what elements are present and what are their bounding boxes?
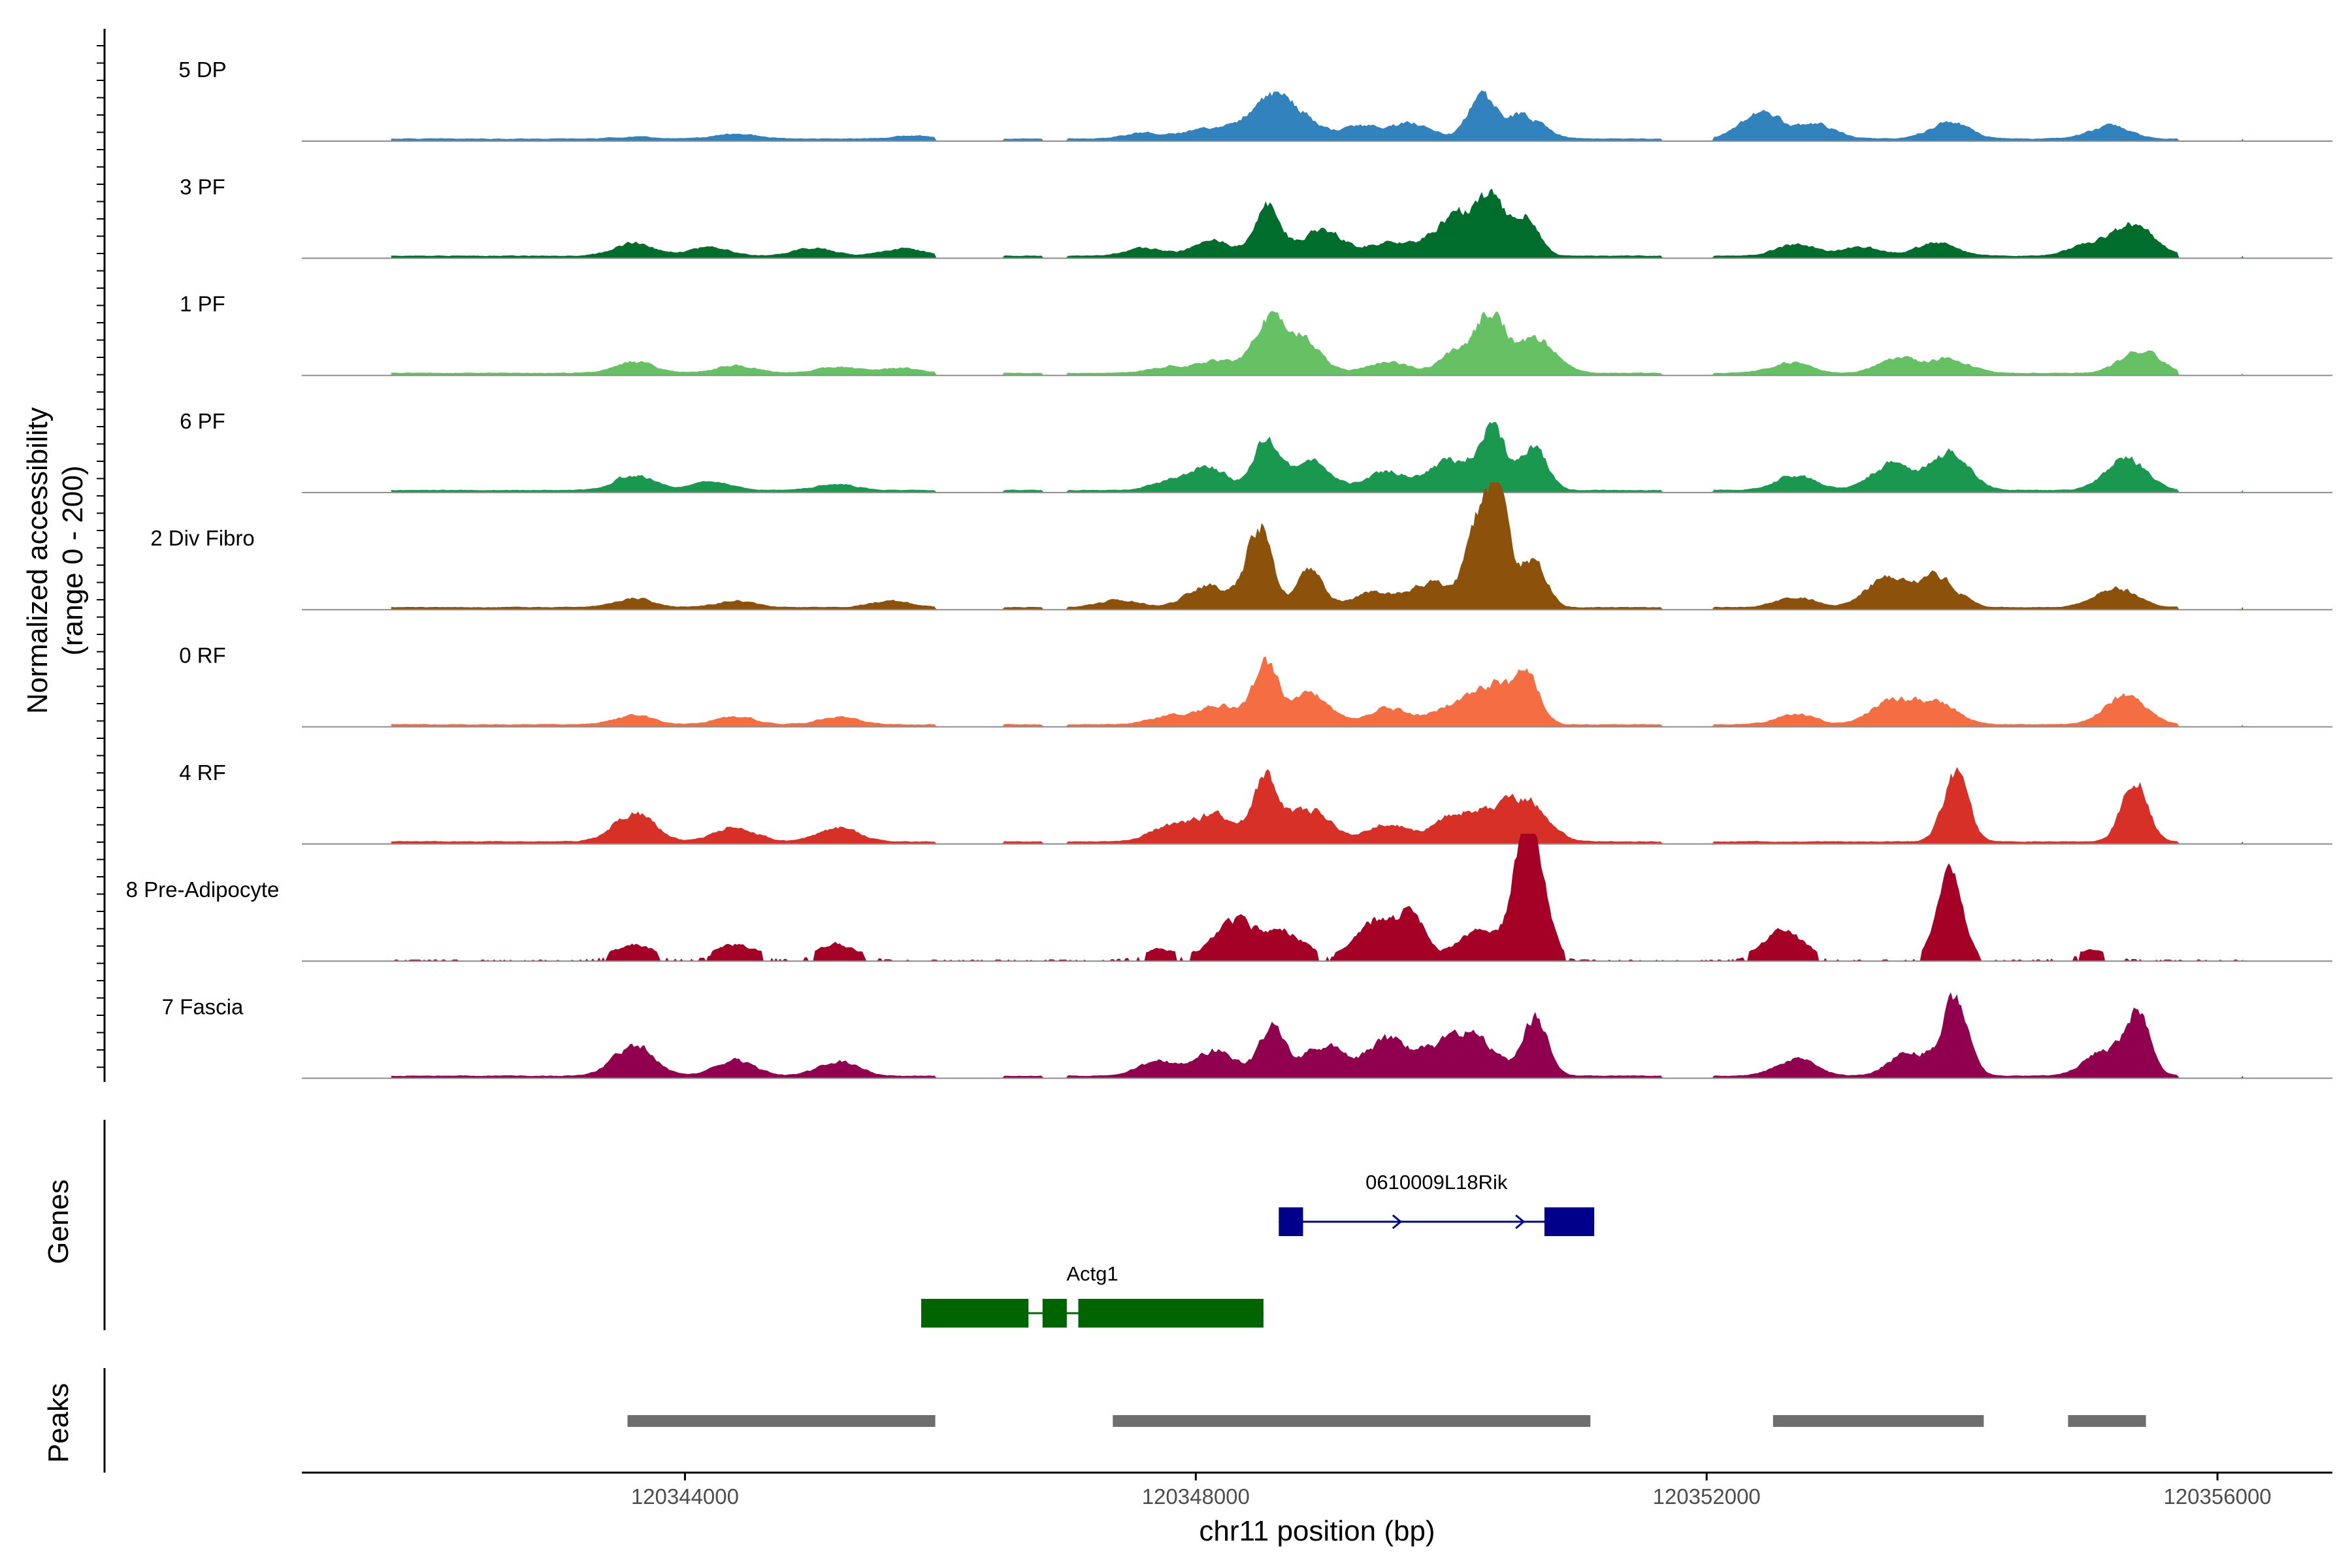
gene-exon [1279, 1207, 1303, 1236]
gene-track: Genes 0610009L18Rik Actg1 [42, 1171, 1595, 1328]
coverage-area [391, 766, 2244, 844]
coverage-area [391, 656, 2244, 727]
coverage-area [391, 834, 2244, 962]
track-label: 7 Fascia [162, 994, 244, 1019]
track-0-rf: 0 RF [179, 644, 2332, 728]
gene-exon [1078, 1299, 1264, 1328]
track-7-fascia: 7 Fascia [162, 992, 2332, 1079]
x-axis: chr11 position (bp) 120344000 120348000 12… [302, 1471, 2332, 1547]
gene-name-label: 0610009L18Rik [1365, 1171, 1508, 1194]
gene-exon [921, 1299, 1029, 1328]
peaks-track-label: Peaks [42, 1383, 74, 1463]
gene-model-0610009l18rik: 0610009L18Rik [1279, 1171, 1595, 1236]
gene-model-actg1: Actg1 [921, 1262, 1264, 1328]
genes-track-label: Genes [42, 1179, 74, 1264]
x-axis-title: chr11 position (bp) [1199, 1515, 1435, 1547]
track-6-pf: 6 PF [180, 409, 2332, 493]
peak-region-bar [627, 1415, 936, 1427]
x-tick-label: 120352000 [1653, 1484, 1761, 1509]
track-2-div-fibro: 2 Div Fibro [150, 482, 2332, 611]
x-tick-label: 120344000 [631, 1484, 739, 1509]
coverage-tracks: 5 DP 3 PF 1 PF 6 PF 2 Div Fibro 0 RF 4 RF 8 Pre… [126, 57, 2332, 1079]
gene-exon [1042, 1299, 1067, 1328]
track-4-rf: 4 RF [179, 760, 2332, 845]
coverage-area [391, 421, 2244, 493]
gene-exon [1544, 1207, 1595, 1236]
track-label: 6 PF [180, 409, 225, 433]
track-label: 5 DP [178, 57, 226, 82]
track-1-pf: 1 PF [180, 292, 2332, 376]
track-3-pf: 3 PF [180, 174, 2332, 259]
coverage-area [391, 188, 2244, 259]
coverage-area [391, 310, 2244, 376]
track-8-pre-adipocyte: 8 Pre-Adipocyte [126, 834, 2332, 962]
track-5-dp: 5 DP [178, 57, 2332, 142]
track-label: 1 PF [180, 292, 225, 316]
coverage-area [391, 992, 2244, 1079]
peak-region-bar [1113, 1415, 1591, 1427]
y-axis-title: Normalized accessibility (range 0 - 200) [22, 407, 89, 713]
y-axis-title-line2: (range 0 - 200) [57, 465, 89, 655]
x-tick-label: 120348000 [1142, 1484, 1250, 1509]
peak-track: Peaks [42, 1383, 2146, 1463]
peak-region-bar [1772, 1415, 1984, 1427]
strand-arrow [1392, 1214, 1403, 1230]
peak-region-bar [2068, 1415, 2146, 1427]
coverage-area [391, 90, 2244, 141]
gene-name-label: Actg1 [1066, 1262, 1118, 1285]
strand-arrow [1515, 1214, 1526, 1230]
track-label: 3 PF [180, 174, 225, 199]
track-label: 0 RF [179, 644, 226, 668]
y-axis-title-line1: Normalized accessibility [22, 407, 54, 713]
track-label: 8 Pre-Adipocyte [126, 877, 280, 902]
track-label: 4 RF [179, 760, 226, 785]
track-label: 2 Div Fibro [150, 526, 255, 550]
left-axis-lines [97, 29, 106, 1473]
coverage-area [391, 482, 2244, 610]
x-tick-label: 120356000 [2163, 1484, 2271, 1509]
